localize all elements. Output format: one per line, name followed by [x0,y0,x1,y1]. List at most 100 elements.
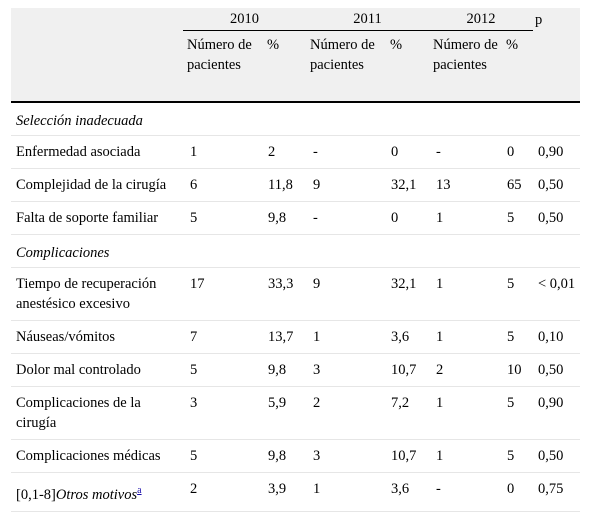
p-value-cell: 0,50 [533,168,580,202]
table-cell: 3 [183,386,263,440]
table-row: Dolor mal controlado 5 9,8 3 10,7 2 10 0… [11,353,580,387]
results-table-container: 2010 2011 2012 p Número de pacientes % N… [11,8,580,512]
table-cell: 1 [306,472,386,512]
col-2010-percent: % [267,37,280,53]
table-cell: 2 [429,353,502,387]
table-cell: 9 [306,267,386,321]
row-label: Enfermedad asociada [11,135,183,169]
table-cell: 5 [183,201,263,235]
p-value-header: p [535,11,543,28]
col-2012-percent: % [506,37,519,53]
table-cell: 1 [429,439,502,473]
table-cell: 1 [429,267,502,321]
table-cell: 6 [183,168,263,202]
p-value-cell: 0,50 [533,439,580,473]
table-cell: 3 [306,353,386,387]
p-value-cell: 0,10 [533,320,580,354]
table-row: Tiempo de recuperación anestésico excesi… [11,267,580,321]
year-2011-header: 2011 [306,8,429,31]
table-cell: 2 [306,386,386,440]
table-cell: 5 [183,353,263,387]
col-2011-percent: % [390,37,403,53]
row-label: Complicaciones de la cirugía [11,386,183,440]
table-cell: 5 [502,386,533,440]
table-cell: 33,3 [263,267,306,321]
table-cell: 13,7 [263,320,306,354]
header-blank-cell [11,31,183,103]
table-row: [0,1-8]Otros motivosa 2 3,9 1 3,6 - 0 0,… [11,472,580,512]
table-row: Complicaciones de la cirugía 3 5,9 2 7,2… [11,386,580,440]
table-cell: - [429,472,502,512]
table-cell: 13 [429,168,502,202]
footnote-link[interactable]: a [137,485,142,496]
p-value-cell: 0,75 [533,472,580,512]
table-cell: 1 [429,201,502,235]
col-2010-patients: Número de pacientes [187,37,252,73]
table-cell: 17 [183,267,263,321]
table-cell: 1 [183,135,263,169]
table-cell: 1 [306,320,386,354]
table-row: Enfermedad asociada 1 2 - 0 - 0 0,90 [11,135,580,169]
table-cell: 65 [502,168,533,202]
table-cell: 5 [502,439,533,473]
table-cell: 10,7 [386,439,429,473]
table-cell: - [429,135,502,169]
table-cell: 0 [386,135,429,169]
p-value-cell: 0,90 [533,386,580,440]
row-label-prefix: [0,1-8] [16,486,56,503]
p-value-cell: 0,50 [533,353,580,387]
table-cell: 5 [502,201,533,235]
table-cell: 9,8 [263,439,306,473]
footnote-marker: a [137,482,141,496]
table-cell: 32,1 [386,267,429,321]
table-cell: 1 [429,386,502,440]
row-label: [0,1-8]Otros motivosa [11,472,183,512]
year-2010-header: 2010 [183,8,306,31]
table-cell: 3 [306,439,386,473]
table-cell: 10,7 [386,353,429,387]
col-2012-patients: Número de pacientes [433,37,498,73]
table-cell: 3,9 [263,472,306,512]
table-cell: 0 [502,135,533,169]
table-cell: 5 [502,267,533,321]
table-body: Selección inadecuada Enfermedad asociada… [11,102,580,512]
table-cell: 3,6 [386,472,429,512]
row-label: Complejidad de la cirugía [11,168,183,202]
section-title: Complicaciones [16,245,110,261]
table-cell: 7 [183,320,263,354]
table-cell: 7,2 [386,386,429,440]
results-table: 2010 2011 2012 p Número de pacientes % N… [11,8,580,512]
row-label: Tiempo de recuperación anestésico excesi… [11,267,183,321]
table-cell: 11,8 [263,168,306,202]
row-label: Náuseas/vómitos [11,320,183,354]
table-cell: 0 [386,201,429,235]
header-blank-cell [11,8,183,31]
table-cell: 32,1 [386,168,429,202]
row-label-text: Otros motivos [55,486,138,503]
table-cell: 5 [183,439,263,473]
section-title: Selección inadecuada [16,113,143,129]
row-label: Dolor mal controlado [11,353,183,387]
col-p-blank [533,31,580,103]
table-cell: 9 [306,168,386,202]
table-cell: 10 [502,353,533,387]
table-cell: 1 [429,320,502,354]
col-2011-patients: Número de pacientes [310,37,375,73]
table-row: Náuseas/vómitos 7 13,7 1 3,6 1 5 0,10 [11,320,580,354]
table-row: Falta de soporte familiar 5 9,8 - 0 1 5 … [11,201,580,235]
table-cell: 0 [502,472,533,512]
table-cell: 5 [502,320,533,354]
table-row: Complejidad de la cirugía 6 11,8 9 32,1 … [11,168,580,202]
p-value-cell: 0,90 [533,135,580,169]
table-cell: 5,9 [263,386,306,440]
table-row: Complicaciones médicas 5 9,8 3 10,7 1 5 … [11,439,580,473]
p-value-cell: < 0,01 [533,267,580,321]
table-cell: 2 [263,135,306,169]
table-cell: - [306,135,386,169]
table-cell: 3,6 [386,320,429,354]
table-cell: - [306,201,386,235]
row-label: Falta de soporte familiar [11,201,183,235]
table-cell: 9,8 [263,201,306,235]
row-label: Complicaciones médicas [11,439,183,473]
table-cell: 2 [183,472,263,512]
